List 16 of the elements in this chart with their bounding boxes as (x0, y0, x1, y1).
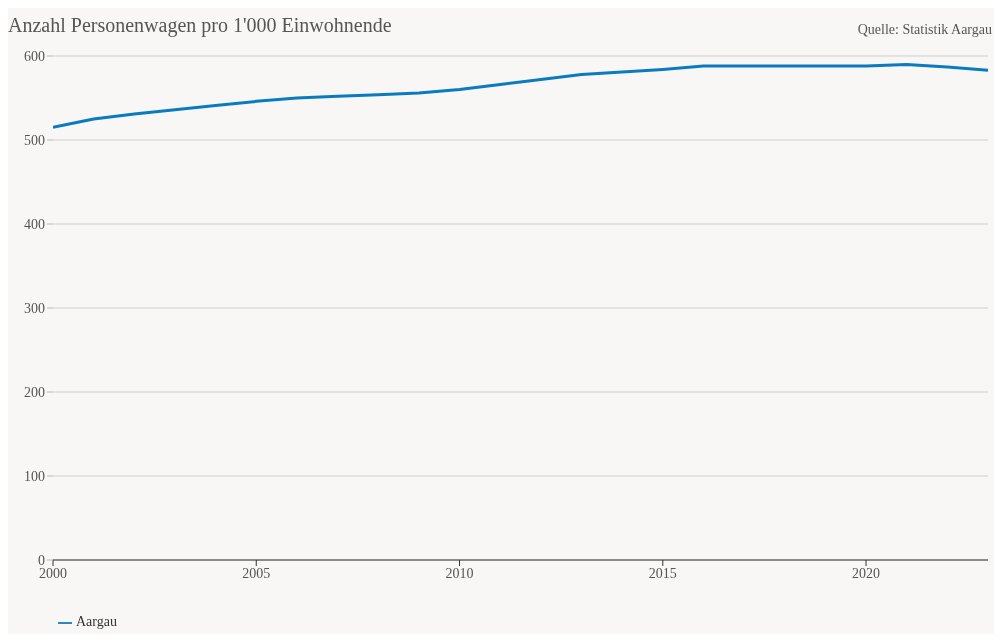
chart-title: Anzahl Personenwagen pro 1'000 Einwohnende (8, 14, 392, 37)
y-tick-label: 200 (24, 384, 45, 400)
x-tick-label: 2000 (39, 565, 67, 581)
y-tick-label: 0 (38, 552, 45, 568)
legend-label: Aargau (76, 614, 117, 629)
x-tick-label: 2010 (445, 565, 474, 581)
y-tick-label: 400 (24, 216, 45, 232)
source-note: Quelle: Statistik Aargau (857, 22, 992, 38)
y-tick-label: 100 (24, 468, 45, 484)
line-series (53, 62, 988, 129)
x-tick-label: 2005 (242, 565, 271, 581)
y-tick-label: 500 (24, 132, 45, 148)
y-tick-label: 300 (24, 300, 45, 316)
x-tick-label: 2020 (852, 565, 881, 581)
y-tick-label: 600 (24, 48, 45, 64)
x-tick-label: 2015 (648, 565, 677, 581)
